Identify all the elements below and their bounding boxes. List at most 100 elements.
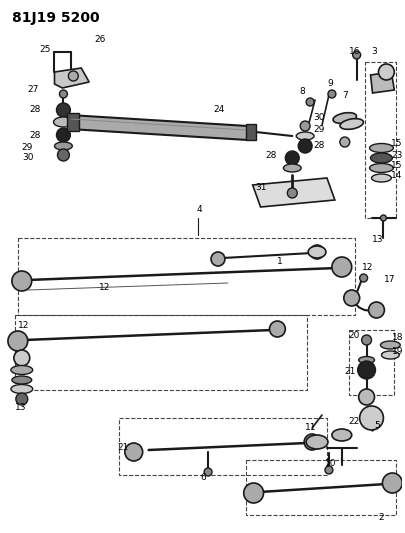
- Text: 29: 29: [312, 125, 324, 134]
- Ellipse shape: [381, 351, 398, 359]
- Text: 15: 15: [390, 140, 402, 149]
- Ellipse shape: [54, 142, 72, 150]
- Circle shape: [16, 393, 28, 405]
- Text: 17: 17: [384, 276, 395, 285]
- Ellipse shape: [379, 341, 399, 349]
- Text: 16: 16: [348, 47, 359, 56]
- Circle shape: [368, 302, 384, 318]
- Circle shape: [361, 335, 371, 345]
- Ellipse shape: [296, 132, 313, 140]
- Text: 2: 2: [377, 513, 383, 522]
- Circle shape: [343, 290, 359, 306]
- Text: 12: 12: [18, 321, 29, 330]
- Ellipse shape: [332, 112, 356, 123]
- Circle shape: [204, 468, 211, 476]
- Text: 26: 26: [94, 36, 105, 44]
- Ellipse shape: [11, 384, 33, 393]
- Ellipse shape: [53, 117, 73, 127]
- Circle shape: [357, 361, 375, 379]
- Circle shape: [359, 406, 382, 430]
- Ellipse shape: [307, 246, 325, 258]
- Circle shape: [56, 128, 70, 142]
- Polygon shape: [252, 178, 334, 207]
- Text: 13: 13: [15, 403, 26, 413]
- Circle shape: [124, 443, 142, 461]
- Text: 10: 10: [324, 459, 336, 469]
- Text: 9: 9: [326, 79, 332, 88]
- Circle shape: [327, 90, 335, 98]
- Text: 30: 30: [22, 152, 33, 161]
- Text: 31: 31: [255, 183, 266, 192]
- Ellipse shape: [11, 366, 33, 375]
- Circle shape: [59, 90, 67, 98]
- Ellipse shape: [12, 376, 32, 384]
- Ellipse shape: [331, 429, 351, 441]
- Circle shape: [12, 271, 32, 291]
- Polygon shape: [54, 68, 89, 88]
- Text: 7: 7: [341, 92, 347, 101]
- Polygon shape: [370, 72, 393, 93]
- Text: 25: 25: [40, 45, 51, 54]
- Circle shape: [285, 151, 298, 165]
- Ellipse shape: [339, 119, 362, 130]
- Text: 15: 15: [390, 161, 402, 171]
- Circle shape: [309, 245, 323, 259]
- Circle shape: [352, 51, 360, 59]
- Text: 13: 13: [371, 236, 382, 245]
- Text: 28: 28: [30, 132, 41, 141]
- Bar: [67, 113, 79, 131]
- Text: 8: 8: [298, 87, 304, 96]
- Ellipse shape: [371, 174, 390, 182]
- Circle shape: [14, 350, 30, 366]
- Text: 27: 27: [28, 85, 39, 94]
- Circle shape: [382, 473, 401, 493]
- Bar: [245, 124, 255, 140]
- Circle shape: [299, 121, 309, 131]
- Text: 4: 4: [196, 206, 201, 214]
- Ellipse shape: [370, 153, 391, 163]
- Text: 22: 22: [348, 417, 359, 426]
- Text: 21: 21: [344, 367, 355, 376]
- Circle shape: [358, 389, 373, 405]
- Ellipse shape: [283, 164, 301, 172]
- Text: 11: 11: [305, 424, 316, 432]
- Ellipse shape: [369, 143, 392, 152]
- Circle shape: [298, 139, 311, 153]
- Text: 3: 3: [371, 47, 376, 56]
- Circle shape: [339, 137, 349, 147]
- Ellipse shape: [358, 357, 373, 364]
- Circle shape: [377, 64, 393, 80]
- Text: 12: 12: [99, 284, 110, 293]
- Circle shape: [211, 252, 224, 266]
- Text: 14: 14: [390, 172, 402, 181]
- Circle shape: [56, 103, 70, 117]
- Circle shape: [8, 331, 28, 351]
- Text: 28: 28: [312, 141, 324, 149]
- Circle shape: [287, 188, 296, 198]
- Text: 24: 24: [213, 106, 224, 115]
- Circle shape: [379, 215, 386, 221]
- Text: 28: 28: [265, 150, 276, 159]
- Circle shape: [303, 434, 319, 450]
- Text: 12: 12: [361, 263, 372, 272]
- Circle shape: [359, 274, 367, 282]
- Circle shape: [331, 257, 351, 277]
- Circle shape: [305, 98, 313, 106]
- Text: 29: 29: [22, 143, 33, 152]
- Text: 30: 30: [312, 114, 324, 123]
- Text: 5: 5: [373, 421, 379, 430]
- Text: 21: 21: [117, 443, 128, 453]
- Circle shape: [243, 483, 263, 503]
- Ellipse shape: [305, 435, 327, 449]
- Text: 28: 28: [30, 106, 41, 115]
- Text: 23: 23: [390, 151, 402, 160]
- Text: 20: 20: [348, 330, 359, 340]
- Polygon shape: [69, 115, 247, 140]
- Circle shape: [324, 466, 332, 474]
- Circle shape: [68, 71, 78, 81]
- Circle shape: [58, 149, 69, 161]
- Text: 19: 19: [391, 348, 403, 357]
- Circle shape: [269, 321, 285, 337]
- Text: 6: 6: [200, 473, 205, 482]
- Text: 81J19 5200: 81J19 5200: [12, 11, 99, 25]
